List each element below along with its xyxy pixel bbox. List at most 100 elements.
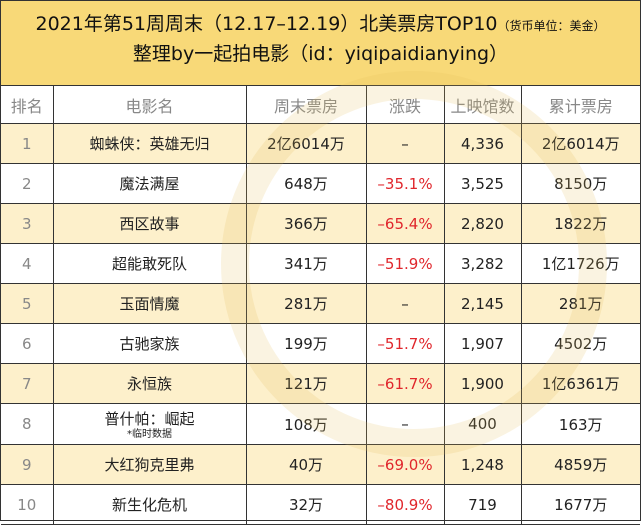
cell-rank: 1 bbox=[1, 123, 54, 164]
cell-change: –35.1% bbox=[365, 163, 445, 204]
total-value: 1822万 bbox=[554, 215, 608, 233]
cell-name: 西区故事 bbox=[52, 203, 247, 244]
column-header: 上映馆数 bbox=[443, 86, 522, 124]
cell-name: 蜘蛛侠：英雄无归 bbox=[52, 123, 247, 164]
cell-total: 1822万 bbox=[520, 203, 640, 244]
total-value: 4859万 bbox=[554, 456, 608, 474]
box-office-table: 排名 电影名 周末票房 涨跌 上映馆数 累计票房 1 蜘蛛侠：英雄无归 2亿6014万 – 4,3… bbox=[1, 86, 640, 525]
cell-total: 1亿1726万 bbox=[520, 243, 640, 284]
name-value: 魔法满屋 bbox=[119, 175, 180, 193]
cell-name: 永恒族 bbox=[52, 363, 247, 404]
cell-change: –65.4% bbox=[365, 203, 445, 244]
change-value: –65.4% bbox=[377, 214, 433, 233]
column-header: 排名 bbox=[1, 86, 54, 124]
cell-total: 1亿6361万 bbox=[520, 363, 640, 404]
theaters-value: 719 bbox=[468, 495, 497, 514]
weekend-value: 40万 bbox=[288, 456, 324, 474]
theaters-value: 1,248 bbox=[461, 455, 504, 474]
theaters-value: 400 bbox=[468, 415, 497, 433]
table-row: 5 玉面情魔 281万 – 2,145 281万 bbox=[1, 283, 640, 324]
theaters-value: 2,820 bbox=[461, 214, 504, 233]
change-value: – bbox=[401, 134, 409, 153]
cell-change: – bbox=[365, 283, 445, 324]
name-value: 西区故事 bbox=[119, 215, 180, 233]
cell-total: 281万 bbox=[520, 283, 640, 324]
cell-total: 1677万 bbox=[520, 484, 640, 525]
cell-rank: 8 bbox=[1, 403, 54, 445]
column-header: 涨跌 bbox=[365, 86, 445, 124]
rank-value: 4 bbox=[21, 254, 32, 273]
cell-rank: 5 bbox=[1, 283, 54, 324]
table-row: 1 蜘蛛侠：英雄无归 2亿6014万 – 4,336 2亿6014万 bbox=[1, 123, 640, 164]
header-row: 排名 电影名 周末票房 涨跌 上映馆数 累计票房 bbox=[1, 86, 640, 124]
cell-theaters: 400 bbox=[443, 403, 522, 445]
name-value: 普什帕：崛起 bbox=[104, 409, 195, 428]
cell-name: 超能敢死队 bbox=[52, 243, 247, 284]
cell-change: –61.7% bbox=[365, 363, 445, 404]
total-value: 4502万 bbox=[554, 335, 608, 353]
cell-change: –51.7% bbox=[365, 323, 445, 364]
cell-total: 8150万 bbox=[520, 163, 640, 204]
total-value: 1亿6361万 bbox=[541, 375, 620, 393]
table-row: 4 超能敢死队 341万 –51.9% 3,282 1亿1726万 bbox=[1, 243, 640, 284]
rank-value: 2 bbox=[21, 174, 32, 193]
cell-weekend: 341万 bbox=[245, 243, 367, 284]
cell-total: 2亿6014万 bbox=[520, 123, 640, 164]
cell-total: 4859万 bbox=[520, 444, 640, 485]
theaters-value: 3,282 bbox=[461, 254, 504, 273]
total-value: 1677万 bbox=[554, 496, 608, 514]
rank-value: 9 bbox=[21, 455, 32, 474]
cell-rank: 3 bbox=[1, 203, 54, 244]
weekend-value: 281万 bbox=[284, 295, 328, 313]
column-header: 周末票房 bbox=[245, 86, 367, 124]
cell-theaters: 4,336 bbox=[443, 123, 522, 164]
cell-theaters: 1,907 bbox=[443, 323, 522, 364]
weekend-value: 2亿6014万 bbox=[267, 135, 345, 153]
cell-theaters: 3,282 bbox=[443, 243, 522, 284]
cell-rank: 2 bbox=[1, 163, 54, 204]
name-value: 新生化危机 bbox=[111, 496, 187, 514]
name-value: 超能敢死队 bbox=[111, 255, 187, 273]
cell-weekend: 648万 bbox=[245, 163, 367, 204]
table-row: 7 永恒族 121万 –61.7% 1,900 1亿6361万 bbox=[1, 363, 640, 404]
rank-value: 6 bbox=[21, 334, 32, 353]
cell-weekend: 366万 bbox=[245, 203, 367, 244]
name-value: 永恒族 bbox=[126, 375, 172, 393]
cell-total: 163万 bbox=[520, 403, 640, 445]
title-line-1: 2021年第51周周末（12.17–12.19）北美票房TOP10（货币单位：美… bbox=[1, 1, 640, 39]
change-value: –69.0% bbox=[377, 455, 433, 474]
rank-value: 1 bbox=[21, 134, 32, 153]
total-value: 8150万 bbox=[554, 175, 608, 193]
cell-rank: 7 bbox=[1, 363, 54, 404]
change-value: –51.9% bbox=[377, 254, 433, 273]
provisional-note: *临时数据 bbox=[127, 428, 172, 440]
theaters-value: 1,900 bbox=[461, 374, 504, 393]
cell-weekend: 199万 bbox=[245, 323, 367, 364]
theaters-value: 1,907 bbox=[461, 334, 504, 353]
table-row: 10 新生化危机 32万 –80.9% 719 1677万 bbox=[1, 484, 640, 525]
cell-theaters: 1,900 bbox=[443, 363, 522, 404]
cell-name: 普什帕：崛起 *临时数据 bbox=[52, 403, 247, 445]
name-value: 玉面情魔 bbox=[119, 295, 180, 313]
theaters-value: 2,145 bbox=[461, 294, 504, 313]
weekend-value: 121万 bbox=[284, 375, 328, 393]
cell-rank: 10 bbox=[1, 484, 54, 525]
change-value: –35.1% bbox=[377, 174, 433, 193]
column-header: 电影名 bbox=[52, 86, 247, 124]
cell-theaters: 1,248 bbox=[443, 444, 522, 485]
cell-weekend: 40万 bbox=[245, 444, 367, 485]
cell-change: –80.9% bbox=[365, 484, 445, 525]
cell-theaters: 2,145 bbox=[443, 283, 522, 324]
total-value: 2亿6014万 bbox=[541, 135, 620, 153]
change-value: –80.9% bbox=[377, 495, 433, 514]
cell-rank: 9 bbox=[1, 444, 54, 485]
theaters-value: 4,336 bbox=[461, 134, 504, 153]
weekend-value: 108万 bbox=[284, 415, 328, 434]
cell-name: 魔法满屋 bbox=[52, 163, 247, 204]
table-row: 3 西区故事 366万 –65.4% 2,820 1822万 bbox=[1, 203, 640, 244]
cell-name: 古驰家族 bbox=[52, 323, 247, 364]
cell-total: 4502万 bbox=[520, 323, 640, 364]
change-value: –61.7% bbox=[377, 374, 433, 393]
title-text: 2021年第51周周末（12.17–12.19）北美票房TOP10 bbox=[35, 13, 498, 35]
title-banner: 2021年第51周周末（12.17–12.19）北美票房TOP10（货币单位：美… bbox=[1, 1, 640, 86]
